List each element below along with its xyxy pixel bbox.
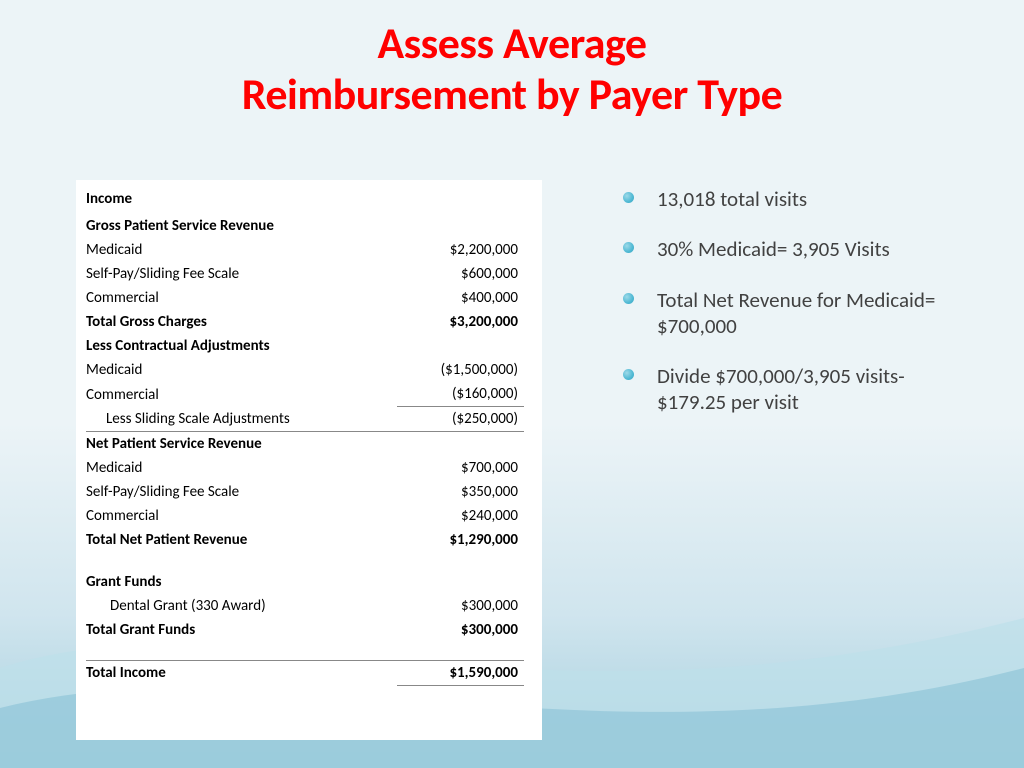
net-header: Net Patient Service Revenue: [86, 432, 397, 457]
table-row: Self-Pay/Sliding Fee Scale$350,000: [86, 480, 524, 504]
table-row: Self-Pay/Sliding Fee Scale$600,000: [86, 262, 524, 286]
table-row: Commercial$240,000: [86, 504, 524, 528]
table-row: Medicaid($1,500,000): [86, 358, 524, 382]
total-grant-row: Total Grant Funds$300,000: [86, 618, 524, 642]
list-item: 30% Medicaid= 3,905 Visits: [617, 236, 964, 262]
less-sliding-row: Less Sliding Scale Adjustments($250,000): [86, 407, 524, 432]
table-row: Medicaid$2,200,000: [86, 238, 524, 262]
less-header: Less Contractual Adjustments: [86, 334, 397, 358]
table-row: Dental Grant (330 Award)$300,000: [86, 594, 524, 618]
title-line-2: Reimbursement by Payer Type: [242, 67, 783, 121]
income-heading: Income: [86, 190, 524, 208]
list-item: Total Net Revenue for Medicaid= $700,000: [617, 287, 964, 340]
table-row: Commercial$400,000: [86, 286, 524, 310]
grant-header: Grant Funds: [86, 570, 397, 594]
bullet-list: 13,018 total visits 30% Medicaid= 3,905 …: [617, 186, 964, 440]
title-line-1: Assess Average: [377, 16, 646, 70]
table-row: Commercial($160,000): [86, 382, 524, 407]
income-table: Gross Patient Service Revenue Medicaid$2…: [86, 214, 524, 686]
slide-title: Assess Average Reimbursement by Payer Ty…: [0, 18, 1024, 119]
list-item: Divide $700,000/3,905 visits- $179.25 pe…: [617, 363, 964, 416]
total-income-row: Total Income$1,590,000: [86, 660, 524, 685]
income-statement-panel: Income Gross Patient Service Revenue Med…: [76, 180, 542, 740]
list-item: 13,018 total visits: [617, 186, 964, 212]
total-gross-row: Total Gross Charges$3,200,000: [86, 310, 524, 334]
total-net-row: Total Net Patient Revenue$1,290,000: [86, 528, 524, 552]
gross-header: Gross Patient Service Revenue: [86, 214, 397, 238]
table-row: Medicaid$700,000: [86, 456, 524, 480]
